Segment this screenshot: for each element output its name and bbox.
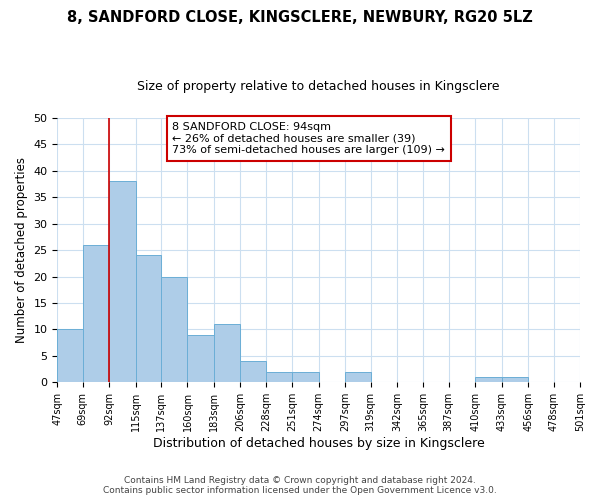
Bar bbox=[136, 256, 161, 382]
Bar bbox=[83, 245, 109, 382]
Bar bbox=[475, 377, 502, 382]
Bar bbox=[345, 372, 371, 382]
X-axis label: Distribution of detached houses by size in Kingsclere: Distribution of detached houses by size … bbox=[153, 437, 485, 450]
Text: Contains HM Land Registry data © Crown copyright and database right 2024.
Contai: Contains HM Land Registry data © Crown c… bbox=[103, 476, 497, 495]
Bar bbox=[109, 182, 136, 382]
Bar bbox=[292, 372, 319, 382]
Bar bbox=[187, 334, 214, 382]
Bar bbox=[214, 324, 241, 382]
Y-axis label: Number of detached properties: Number of detached properties bbox=[15, 157, 28, 343]
Bar bbox=[266, 372, 292, 382]
Text: 8, SANDFORD CLOSE, KINGSCLERE, NEWBURY, RG20 5LZ: 8, SANDFORD CLOSE, KINGSCLERE, NEWBURY, … bbox=[67, 10, 533, 25]
Text: 8 SANDFORD CLOSE: 94sqm
← 26% of detached houses are smaller (39)
73% of semi-de: 8 SANDFORD CLOSE: 94sqm ← 26% of detache… bbox=[172, 122, 445, 155]
Bar bbox=[241, 361, 266, 382]
Bar bbox=[58, 330, 83, 382]
Title: Size of property relative to detached houses in Kingsclere: Size of property relative to detached ho… bbox=[137, 80, 500, 93]
Bar bbox=[502, 377, 528, 382]
Bar bbox=[161, 276, 187, 382]
